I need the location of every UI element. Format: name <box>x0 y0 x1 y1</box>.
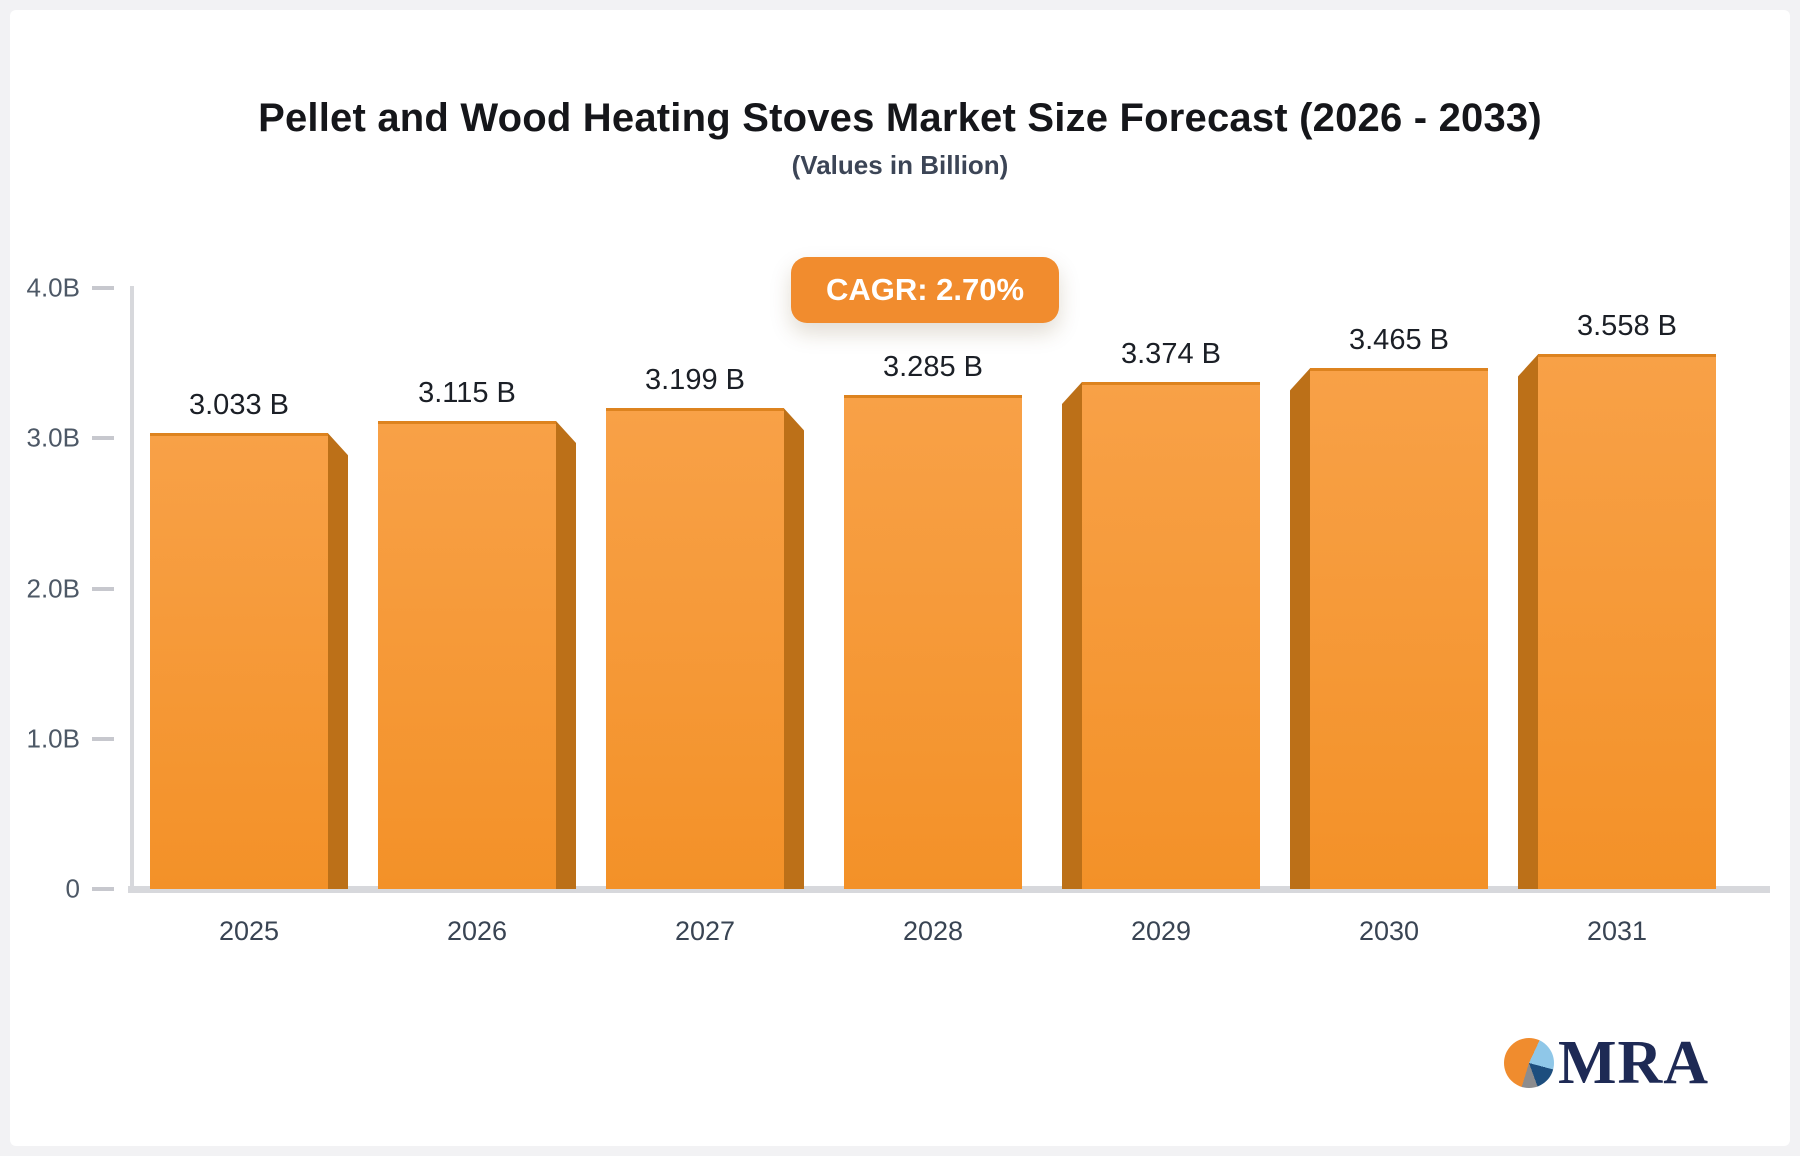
bar-2028: 3.285 B <box>834 351 1032 889</box>
bar-face <box>606 408 784 889</box>
bar-value-label: 3.199 B <box>645 364 745 397</box>
chart-title: Pellet and Wood Heating Stoves Market Si… <box>258 96 1542 140</box>
x-axis-label: 2031 <box>1586 916 1648 946</box>
x-axis-label: 2025 <box>218 916 280 946</box>
y-axis-label: 2.0B <box>26 573 81 603</box>
bar-3d-side <box>1518 354 1538 889</box>
bar-value-label: 3.033 B <box>189 389 289 422</box>
bar-face <box>844 395 1022 889</box>
x-axis-label: 2028 <box>902 916 964 946</box>
bar-2031: 3.558 B <box>1518 310 1716 889</box>
x-axis-label: 2026 <box>446 916 508 946</box>
y-axis-tick <box>92 736 114 741</box>
bar-3d-side <box>328 433 348 889</box>
bar-face <box>1082 382 1260 889</box>
bar-2030: 3.465 B <box>1290 324 1488 889</box>
bar-face <box>378 420 556 889</box>
bar-value-label: 3.558 B <box>1577 310 1677 343</box>
bar-value-label: 3.285 B <box>883 351 983 384</box>
bar-2029: 3.374 B <box>1062 338 1260 889</box>
bar-value-label: 3.374 B <box>1121 338 1221 371</box>
bar-face <box>150 433 328 889</box>
logo-text: MRA <box>1558 1029 1710 1097</box>
bar-3d-side <box>556 420 576 889</box>
brand-logo: MRA <box>1504 1029 1710 1097</box>
y-axis-line <box>130 286 134 889</box>
bar-value-label: 3.465 B <box>1349 324 1449 357</box>
y-axis-label: 3.0B <box>26 422 81 453</box>
y-axis-tick <box>92 586 114 591</box>
x-axis-label: 2029 <box>1130 916 1192 946</box>
x-axis-line <box>128 886 1770 893</box>
bar-2025: 3.033 B <box>150 389 348 889</box>
cagr-badge: CAGR: 2.70% <box>791 257 1059 323</box>
y-axis-tick <box>92 286 114 290</box>
y-axis-tick <box>92 436 114 441</box>
y-axis-label: 0 <box>65 873 80 904</box>
bar-3d-side <box>784 408 804 889</box>
bar-3d-side <box>1062 382 1082 889</box>
bar-value-label: 3.115 B <box>418 376 516 409</box>
bar-2026: 3.115 B <box>378 377 576 889</box>
y-axis-tick <box>92 887 114 891</box>
bar-face <box>1310 368 1488 889</box>
bar-2027: 3.199 B <box>606 364 804 889</box>
chart-stage: Pellet and Wood Heating Stoves Market Si… <box>10 10 1790 1146</box>
chart-subtitle: (Values in Billion) <box>791 150 1009 180</box>
y-axis-label: 4.0B <box>26 272 81 303</box>
y-axis-label: 1.0B <box>26 723 81 754</box>
bar-3d-side <box>1290 368 1310 889</box>
x-axis-label: 2030 <box>1358 916 1420 946</box>
chart-card: Pellet and Wood Heating Stoves Market Si… <box>10 10 1790 1146</box>
bar-face <box>1538 354 1716 889</box>
pie-chart-logo-icon <box>1504 1038 1554 1088</box>
x-axis-label: 2027 <box>674 916 736 946</box>
